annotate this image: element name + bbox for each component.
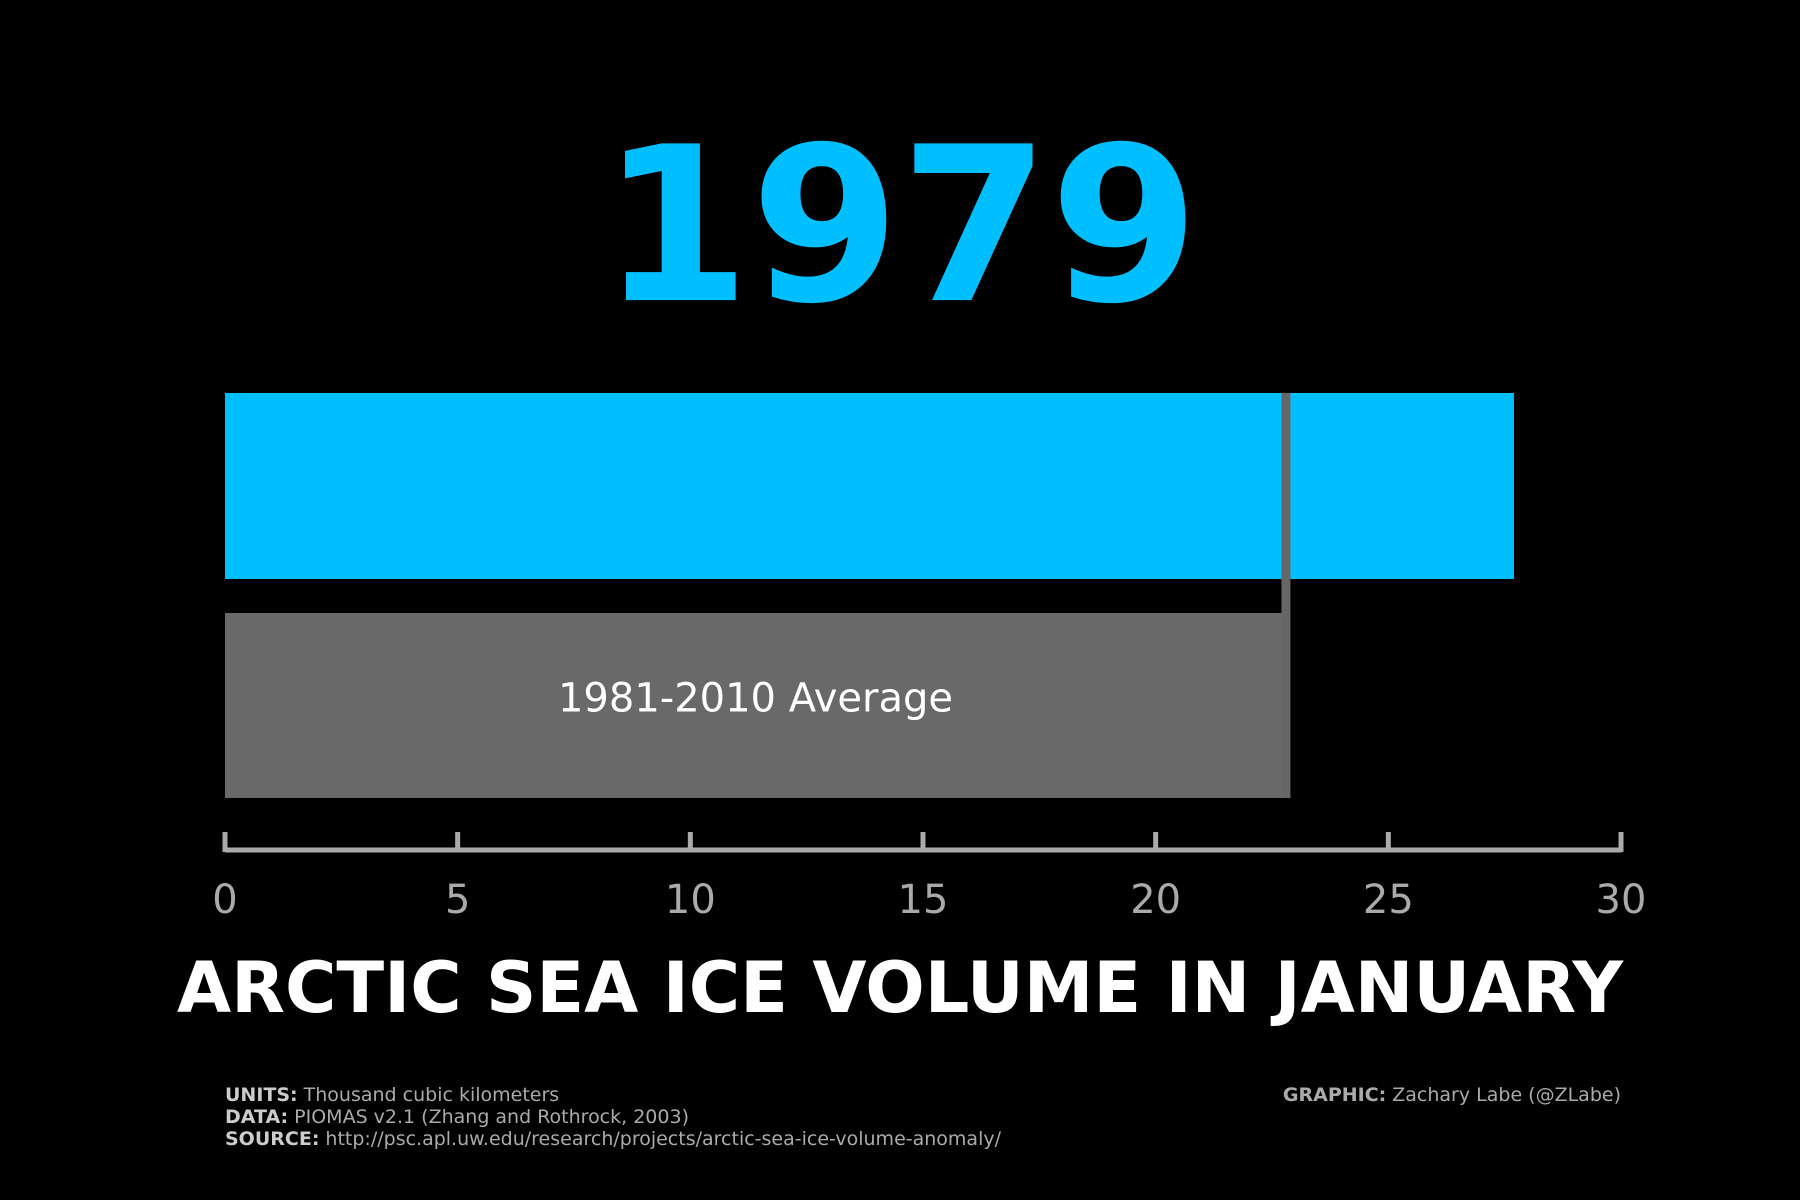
x-tick-label: 5 — [445, 877, 470, 923]
x-axis-label: ARCTIC SEA ICE VOLUME IN JANUARY — [177, 947, 1624, 1029]
bar-label: 1981-2010 Average — [558, 676, 953, 722]
footnote-label: DATA: — [225, 1106, 288, 1128]
footnote: UNITS: Thousand cubic kilometers — [225, 1084, 559, 1106]
x-tick-label: 0 — [212, 877, 237, 923]
footnote-text: Thousand cubic kilometers — [303, 1084, 560, 1106]
x-tick-label: 15 — [898, 877, 949, 923]
bar — [225, 613, 1286, 798]
footnote-label: SOURCE: — [225, 1128, 319, 1150]
bar — [225, 393, 1514, 579]
footnote-text: http://psc.apl.uw.edu/research/projects/… — [325, 1128, 1001, 1150]
credit: GRAPHIC: Zachary Labe (@ZLabe) — [1283, 1084, 1621, 1106]
footnote-label: UNITS: — [225, 1084, 298, 1106]
credit-label: GRAPHIC: — [1283, 1084, 1386, 1106]
footnote: DATA: PIOMAS v2.1 (Zhang and Rothrock, 20… — [225, 1106, 689, 1128]
credit-text: Zachary Labe (@ZLabe) — [1392, 1084, 1621, 1106]
footnote-text: PIOMAS v2.1 (Zhang and Rothrock, 2003) — [294, 1106, 689, 1128]
x-tick-label: 10 — [665, 877, 716, 923]
x-tick-label: 25 — [1363, 877, 1414, 923]
footnote: SOURCE: http://psc.apl.uw.edu/research/pr… — [225, 1128, 1002, 1150]
x-tick-label: 30 — [1596, 877, 1647, 923]
x-tick-label: 20 — [1130, 877, 1181, 923]
year-title: 1979 — [601, 100, 1199, 351]
